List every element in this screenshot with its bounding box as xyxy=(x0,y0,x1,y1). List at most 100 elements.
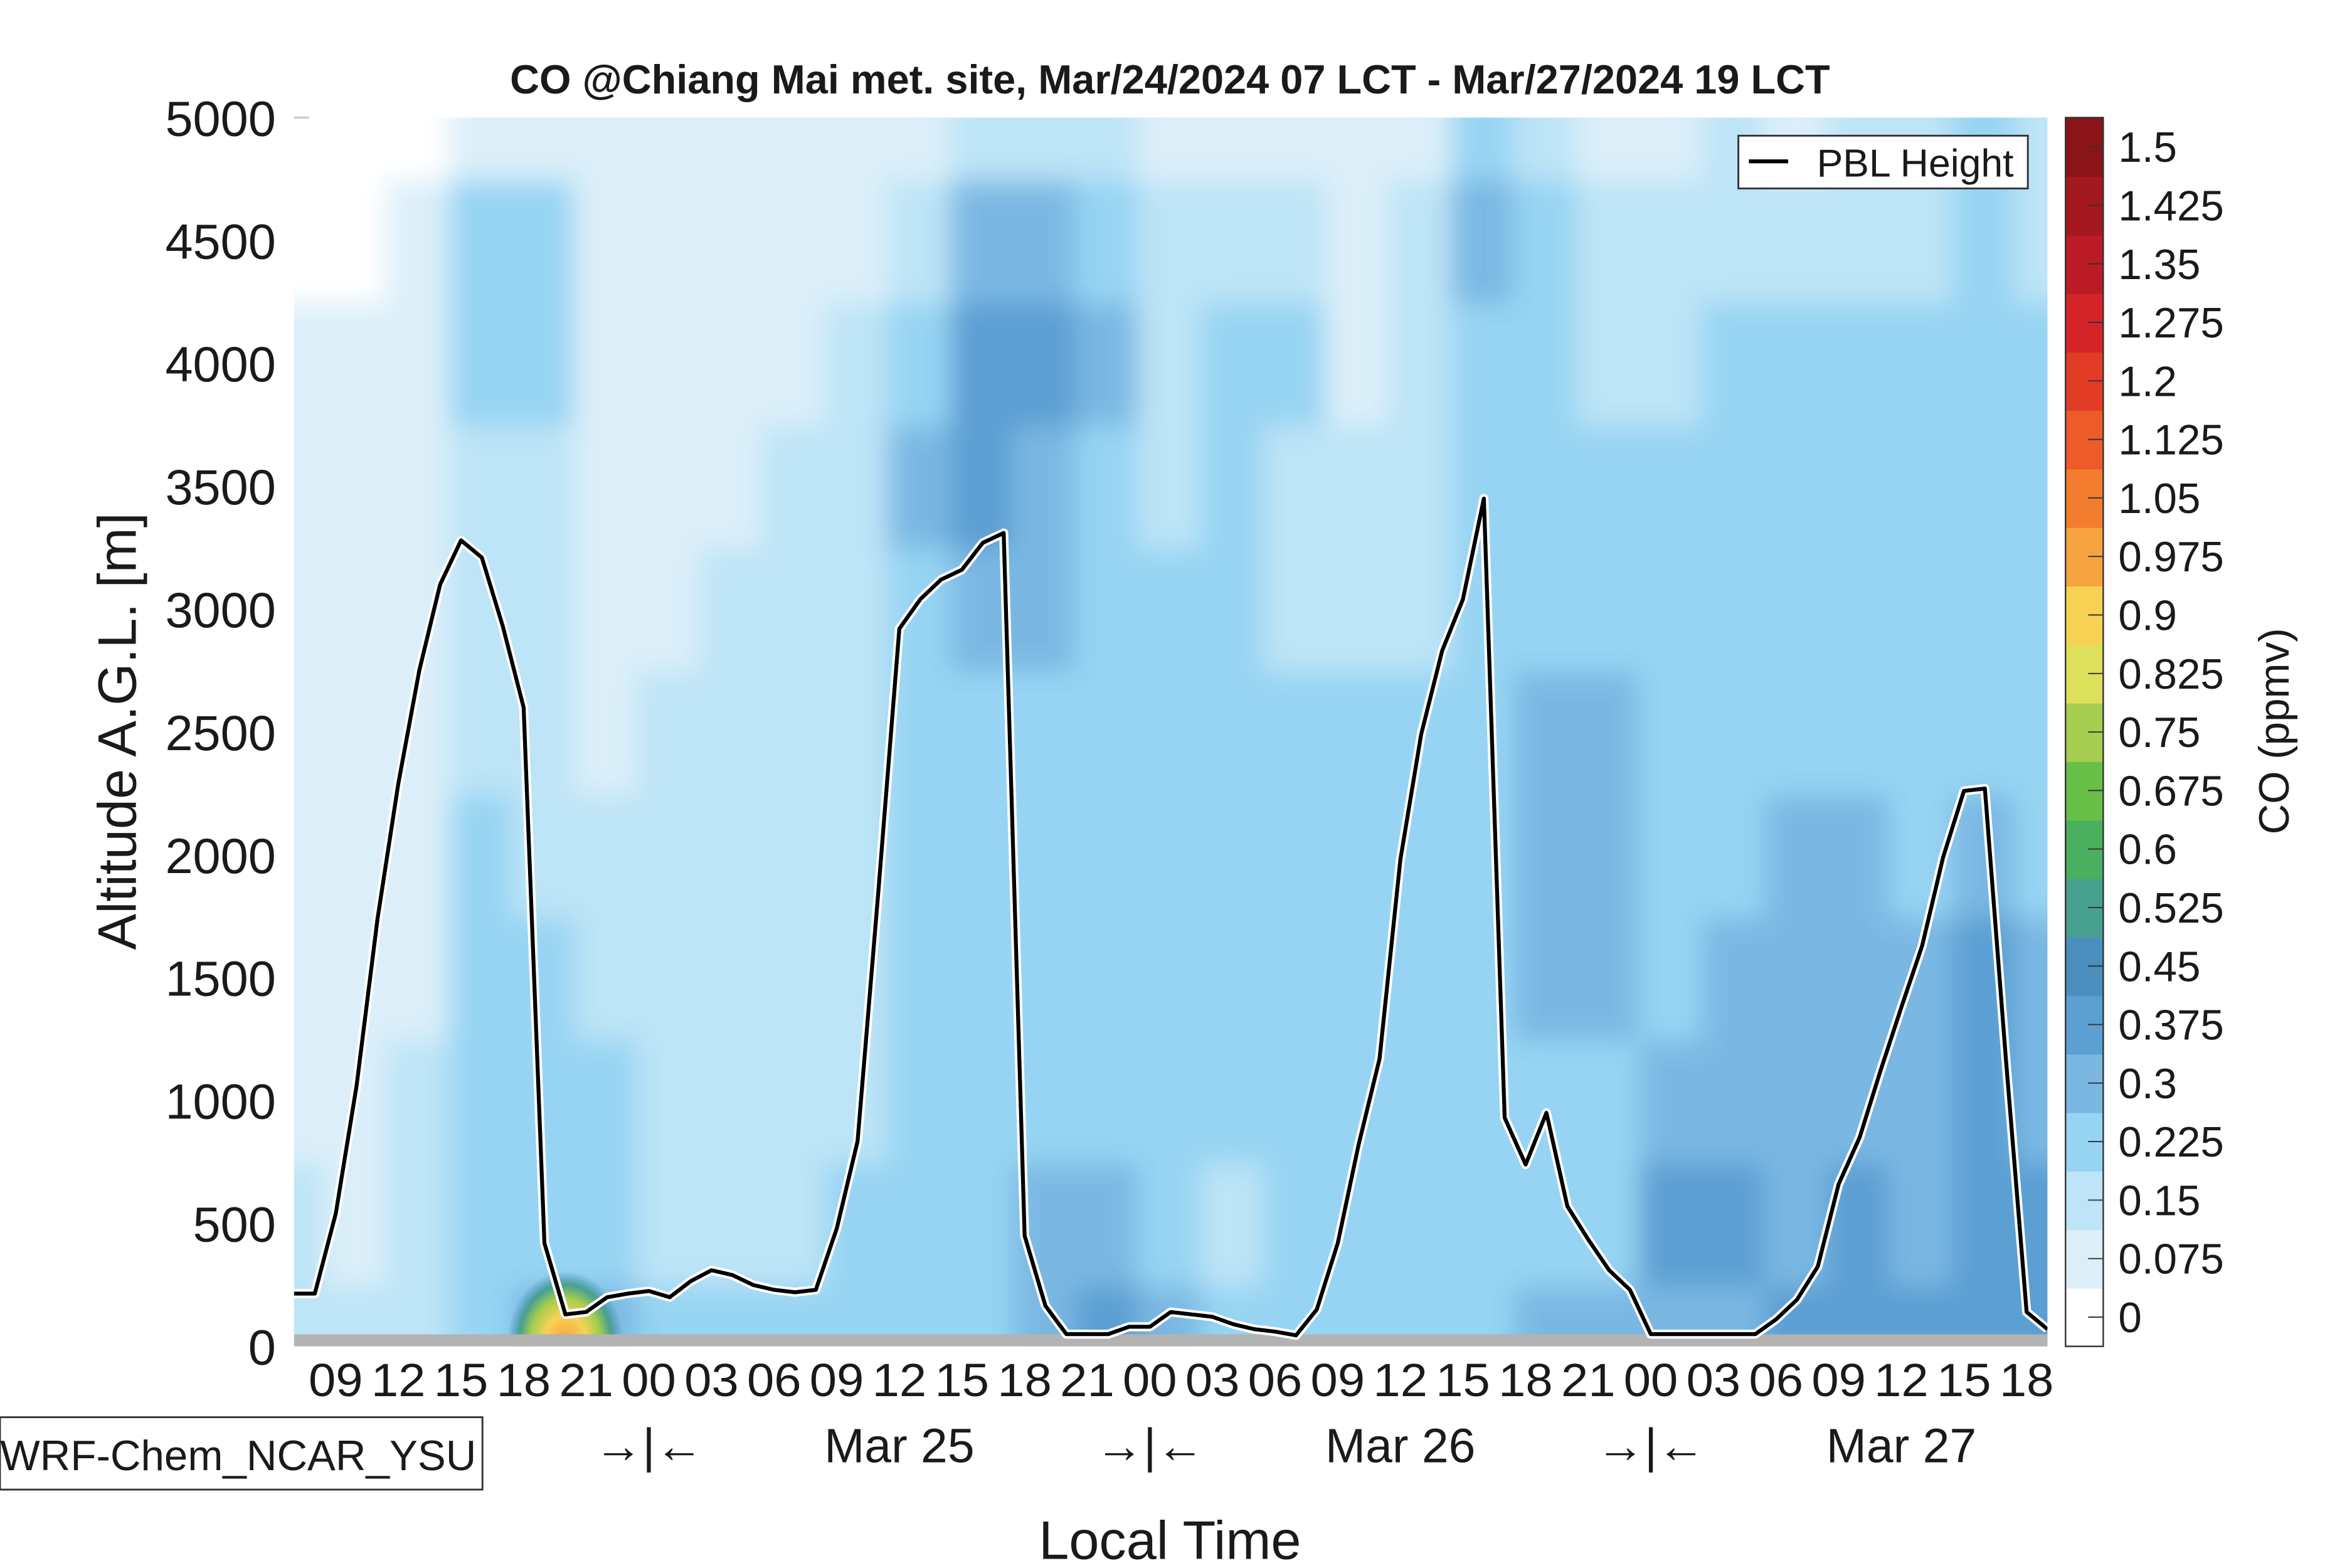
co-field-cell xyxy=(762,423,828,549)
co-field-cell xyxy=(511,792,578,918)
co-field-cell xyxy=(1826,423,1893,549)
co-field-cell xyxy=(1513,1037,1579,1164)
co-field-cell xyxy=(887,423,953,549)
co-field-cell xyxy=(1701,177,1767,304)
co-field-cell xyxy=(950,300,1016,426)
y-tick-label: 2000 xyxy=(165,828,275,884)
co-field-cell xyxy=(1325,546,1392,672)
colorbar-tick-label: 1.425 xyxy=(2118,183,2223,230)
co-field-cell xyxy=(825,177,891,304)
co-field-cell xyxy=(699,1037,765,1164)
y-axis-label: Altitude A.G.L. [m] xyxy=(87,512,147,950)
co-field-cell xyxy=(825,914,891,1041)
x-tick-label: 09 xyxy=(1811,1354,1866,1406)
colorbar-tick-label: 1.5 xyxy=(2118,124,2177,171)
co-field-cell xyxy=(1075,300,1142,426)
co-field-cell xyxy=(1138,669,1204,795)
colorbar-tick-label: 0.075 xyxy=(2118,1236,2223,1283)
co-field-cell xyxy=(324,177,389,304)
co-field-cell xyxy=(294,1037,327,1164)
co-field-cell xyxy=(1513,117,1579,181)
chart-title: CO @Chiang Mai met. site, Mar/24/2024 07… xyxy=(510,56,1830,102)
x-tick-label: 18 xyxy=(2000,1354,2054,1406)
co-field-cell xyxy=(1325,1160,1392,1287)
colorbar-frame xyxy=(2065,117,2104,1347)
co-field-cell xyxy=(1764,177,1830,304)
co-field-cell xyxy=(1325,792,1392,918)
co-field-cell xyxy=(511,177,578,304)
x-tick-label: 12 xyxy=(872,1354,927,1406)
co-field-cell xyxy=(574,546,640,672)
co-field-cell xyxy=(1451,300,1517,426)
co-field-cell xyxy=(1200,669,1266,795)
co-field-cell xyxy=(1639,1037,1705,1164)
co-field-cell xyxy=(1451,914,1517,1041)
co-field-cell xyxy=(1263,117,1329,181)
co-field-cell xyxy=(386,177,452,304)
legend: PBL Height xyxy=(1737,134,2029,189)
x-tick-label: 00 xyxy=(622,1354,676,1406)
ground-strip xyxy=(294,1334,2048,1347)
co-field-cell xyxy=(574,669,640,795)
y-tick-label: 1000 xyxy=(165,1074,275,1130)
co-field-cell xyxy=(1701,423,1767,549)
x-tick-label: 18 xyxy=(997,1354,1052,1406)
co-field-cell xyxy=(950,792,1016,918)
y-tick-label: 500 xyxy=(193,1197,276,1253)
co-field-cell xyxy=(1764,546,1830,672)
co-field-cell xyxy=(1889,1160,1956,1287)
co-field-cell xyxy=(1388,300,1454,426)
co-field-cell xyxy=(1889,1037,1956,1164)
co-field-cell xyxy=(294,300,327,426)
co-field-cell xyxy=(294,117,327,181)
co-field-cell xyxy=(1952,1160,2018,1287)
co-field-cell xyxy=(1325,177,1392,304)
x-tick-label: 12 xyxy=(1373,1354,1428,1406)
co-field-cell xyxy=(1701,546,1767,672)
colorbar-tick-label: 0.75 xyxy=(2118,709,2200,756)
co-field-cell xyxy=(324,300,389,426)
co-field-cell xyxy=(1513,914,1579,1041)
co-field-cell xyxy=(1576,177,1642,304)
co-field-cell xyxy=(294,669,327,795)
colorbar-tick-label: 0.825 xyxy=(2118,651,2223,698)
x-tick-label: 03 xyxy=(1185,1354,1240,1406)
co-field-cell xyxy=(950,117,1016,181)
co-field-cell xyxy=(1075,669,1142,795)
co-field-cell xyxy=(1138,177,1204,304)
co-field-cell xyxy=(1451,792,1517,918)
co-field-cell xyxy=(1138,546,1204,672)
co-field-cell xyxy=(574,792,640,918)
co-field-cell xyxy=(1388,1160,1454,1287)
day-marker-label: Mar 26 xyxy=(1325,1419,1475,1473)
colorbar-tick-label: 0.3 xyxy=(2118,1061,2177,1108)
co-field-cell xyxy=(386,1160,452,1287)
colorbar-tick-label: 1.05 xyxy=(2118,475,2200,522)
co-field-cell xyxy=(574,300,640,426)
co-field-cell xyxy=(1826,177,1893,304)
co-field-cell xyxy=(637,117,703,181)
colorbar-tick-label: 1.2 xyxy=(2118,358,2177,405)
pbl-height-line xyxy=(294,496,2048,1338)
y-tick-label: 5000 xyxy=(165,90,275,146)
co-field-cell xyxy=(1826,546,1893,672)
co-field-cell xyxy=(448,1160,515,1287)
y-tick-label: 1500 xyxy=(165,951,275,1007)
co-field-cell xyxy=(1576,423,1642,549)
co-field-cell xyxy=(699,546,765,672)
co-field-cell xyxy=(637,177,703,304)
co-field-cell xyxy=(1639,546,1705,672)
legend-label-pbl: PBL Height xyxy=(1817,141,2014,185)
x-tick-label: 03 xyxy=(684,1354,739,1406)
co-field-cell xyxy=(324,546,389,672)
co-field-cell xyxy=(448,792,515,918)
co-field-cell xyxy=(386,1037,452,1164)
co-field-cell xyxy=(699,669,765,795)
co-field-cell xyxy=(1639,300,1705,426)
co-field-cell xyxy=(1075,546,1142,672)
co-field-cell xyxy=(825,300,891,426)
co-field-cell xyxy=(762,669,828,795)
co-field-cell xyxy=(1263,1037,1329,1164)
co-field-cell xyxy=(887,1037,953,1164)
co-field-cell xyxy=(1826,669,1893,795)
